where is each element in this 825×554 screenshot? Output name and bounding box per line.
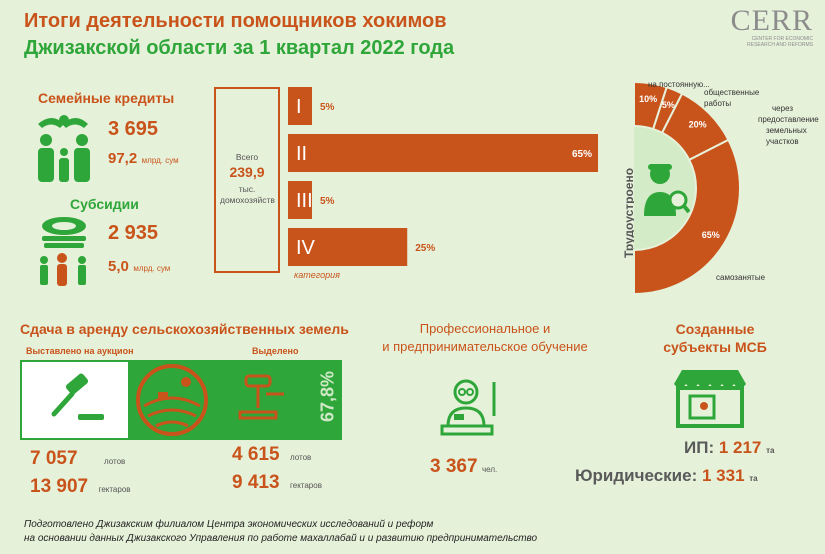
households-total-value: 239,9 <box>229 164 265 180</box>
land-percent: 67,8% <box>317 370 338 423</box>
field-icon <box>136 364 208 436</box>
land-auction-panel <box>20 360 130 440</box>
donut-slice-label: через предоставление земельных участков <box>758 104 819 146</box>
subsidies-count: 2 935 <box>108 222 159 244</box>
donut-inner <box>634 126 696 250</box>
allocated-hectares-value: 9 413 <box>232 472 280 493</box>
donut-slice-label: самозанятые <box>716 273 766 282</box>
family-credits-amount: 97,2 <box>108 150 138 167</box>
subsidies-title: Субсидии <box>70 196 139 212</box>
logo-subtitle: CENTER FOR ECONOMIC RESEARCH AND REFORMS <box>747 36 813 48</box>
sme-legal-value: 1 331 <box>701 466 745 485</box>
donut-slice-label: на постоянную... <box>648 80 710 89</box>
title-line-2: Джизакской области за 1 квартал 2022 год… <box>24 37 455 59</box>
shop-icon <box>674 370 746 428</box>
family-credits-count: 3 695 <box>108 118 159 140</box>
allocated-lots-row: 4 615 лотов <box>232 444 311 466</box>
auction-lots-row: 7 057 лотов <box>30 448 125 470</box>
footer-note: Подготовлено Джизакским филиалом Центра … <box>24 518 537 546</box>
donut-value-label: 65% <box>702 230 720 240</box>
sme-legal-unit: та <box>749 474 758 483</box>
bar-value-label: 25% <box>415 243 435 254</box>
households-bar-chart: I 5% II 65% III 5% IV 25% <box>288 87 598 266</box>
sme-title: Созданные субъекты МСБ <box>650 320 780 356</box>
bar-category-label: III <box>296 190 313 212</box>
cerr-logo: CERR CENTER FOR ECONOMIC RESEARCH AND RE… <box>723 4 813 49</box>
family-credits-amount-unit: млрд. сум <box>141 156 179 165</box>
family-credits-title: Семейные кредиты <box>38 90 175 106</box>
teacher-icon <box>440 379 496 436</box>
money-stack-icon <box>40 217 86 286</box>
sme-ip-row: ИП: 1 217 та <box>684 438 775 458</box>
training-unit: чел. <box>482 465 498 474</box>
footer-line-1: Подготовлено Джизакским филиалом Центра … <box>24 519 434 530</box>
bar-category-label: IV <box>296 237 316 259</box>
training-title-line-2: и предпринимательское обучение <box>382 339 588 354</box>
land-auction-label: Выставлено на аукцион <box>26 346 134 356</box>
gavel-allocated-icon <box>238 374 284 420</box>
auction-hectares-unit: гектаров <box>98 485 131 494</box>
bar-2 <box>288 134 598 172</box>
bar-value-label: 5% <box>320 196 335 207</box>
bar-value-label: 5% <box>320 102 335 113</box>
donut-value-label: 5% <box>662 100 675 110</box>
bar-category-label: I <box>296 96 302 118</box>
bar-value-label: 65% <box>572 149 592 160</box>
family-credits-amount-row: 97,2 млрд. сум <box>108 150 179 168</box>
training-title-line-1: Профессиональное и <box>419 321 551 336</box>
logo-text: CERR <box>730 4 813 37</box>
category-label: категория <box>294 270 340 280</box>
footer-line-2: на основании данных Джизакского Управлен… <box>24 533 538 544</box>
bar-4 <box>288 228 408 266</box>
allocated-lots-unit: лотов <box>290 453 312 462</box>
subsidies-amount-unit: млрд. сум <box>133 264 171 273</box>
auction-hectares-value: 13 907 <box>30 476 89 497</box>
donut-value-label: 10% <box>639 94 657 104</box>
sme-ip-label: ИП: <box>684 438 715 457</box>
bar-3 <box>288 181 312 219</box>
sme-ip-unit: та <box>766 446 775 455</box>
bar-1 <box>288 87 312 125</box>
training-value: 3 367 <box>430 456 478 477</box>
family-icon <box>38 115 90 182</box>
sme-legal-row: Юридические: 1 331 та <box>575 466 758 486</box>
households-total-box <box>214 87 280 273</box>
allocated-hectares-unit: гектаров <box>290 481 322 490</box>
sme-ip-value: 1 217 <box>718 438 762 457</box>
land-title: Сдача в аренду сельскохозяйственных земе… <box>20 321 349 337</box>
donut-value-label: 20% <box>689 119 707 129</box>
worker-search-icon <box>644 164 690 216</box>
donut-slice-label: общественные работы <box>704 88 760 108</box>
allocated-hectares-row: 9 413 гектаров <box>232 472 322 494</box>
households-total-unit: тыс. домохозяйств <box>220 184 275 205</box>
auction-lots-value: 7 057 <box>30 448 78 469</box>
allocated-lots-value: 4 615 <box>232 444 280 465</box>
sme-legal-label: Юридические: <box>575 466 698 485</box>
subsidies-amount: 5,0 <box>108 258 129 275</box>
training-title: Профессиональное и и предпринимательское… <box>360 320 610 356</box>
training-value-row: 3 367 чел. <box>430 456 497 478</box>
gavel-icon <box>51 373 104 420</box>
bar-category-label: II <box>296 143 307 165</box>
auction-lots-unit: лотов <box>104 457 126 466</box>
title-line-1: Итоги деятельности помощников хокимов <box>24 10 447 32</box>
sme-title-line-2: субъекты МСБ <box>663 339 767 355</box>
employment-half-donut: 10% 5% 20% 65% на постоянную...общественные р… <box>633 80 819 296</box>
households-total-label: Всего <box>235 152 259 162</box>
subsidies-amount-row: 5,0 млрд. сум <box>108 258 170 276</box>
page-title: Итоги деятельности помощников хокимов Дж… <box>24 8 454 62</box>
sme-title-line-1: Созданные <box>675 321 755 337</box>
land-allocated-label: Выделено <box>252 346 299 356</box>
donut-slice-4 <box>633 138 741 296</box>
auction-hectares-row: 13 907 гектаров <box>30 476 131 498</box>
